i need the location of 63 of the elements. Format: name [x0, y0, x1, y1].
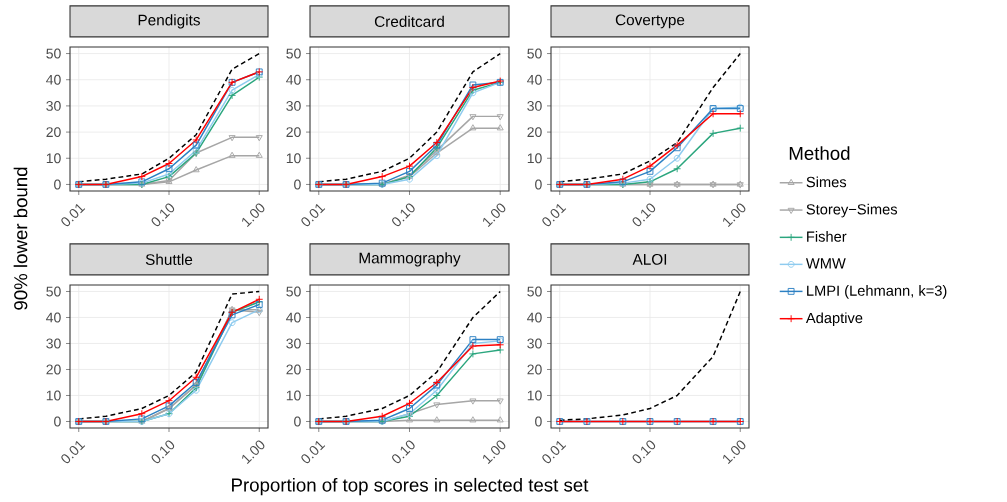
legend-label: Storey−Simes — [806, 203, 898, 218]
y-tick-label: 0 — [294, 416, 301, 427]
x-tick-label: 0.01 — [301, 203, 326, 227]
y-tick-label: 40 — [286, 312, 301, 323]
y-tick-label: 10 — [527, 390, 542, 401]
x-tick-label: 0.01 — [542, 440, 567, 464]
chart-title: Creditcard — [374, 15, 444, 27]
y-tick-label: 50 — [286, 48, 301, 59]
y-tick-label: 40 — [46, 312, 61, 323]
y-tick-label: 30 — [527, 338, 542, 349]
y-tick-label: 10 — [286, 390, 301, 401]
chart-title: ALOI — [632, 253, 667, 265]
y-tick-label: 40 — [286, 74, 301, 85]
chart-title: Covertype — [615, 14, 685, 29]
x-tick-label: 0.01 — [61, 440, 86, 464]
y-tick-label: 20 — [286, 127, 301, 138]
x-tick-label: 0.10 — [392, 440, 415, 464]
legend-label: Simes — [806, 176, 847, 188]
y-tick-label: 30 — [286, 100, 301, 111]
x-tick-label: 0.10 — [151, 440, 175, 464]
y-tick-label: 20 — [286, 364, 301, 375]
chart-title: Mammography — [359, 252, 461, 267]
y-tick-label: 10 — [46, 153, 61, 164]
y-tick-label: 0 — [294, 179, 301, 190]
x-axis-title: Proportion of top scores in selected test set — [232, 477, 589, 496]
y-tick-label: 50 — [286, 286, 301, 297]
y-tick-label: 30 — [286, 338, 301, 349]
x-tick-label: 0.01 — [542, 203, 567, 227]
y-tick-label: 20 — [46, 364, 61, 375]
x-tick-label: 0.10 — [632, 203, 656, 227]
x-tick-label: 0.10 — [151, 203, 175, 227]
y-tick-label: 10 — [46, 390, 61, 401]
y-tick-label: 30 — [527, 100, 542, 111]
y-tick-label: 0 — [54, 179, 61, 190]
y-tick-label: 50 — [46, 48, 61, 59]
y-tick-label: 10 — [527, 153, 542, 164]
x-tick-label: 0.01 — [61, 203, 86, 227]
x-tick-label: 0.10 — [392, 203, 415, 227]
legend-label: LMPI (Lehmann, k=3) — [807, 285, 947, 299]
legend-label: Fisher — [807, 231, 847, 242]
y-tick-label: 0 — [54, 416, 61, 427]
y-tick-label: 50 — [527, 48, 542, 59]
legend-title: Method — [789, 146, 850, 160]
y-tick-label: 0 — [535, 179, 542, 190]
y-tick-label: 10 — [286, 153, 301, 164]
y-axis-title: 90% lower bound — [13, 167, 28, 310]
y-tick-label: 20 — [46, 127, 61, 138]
y-tick-label: 50 — [527, 286, 542, 297]
y-tick-label: 0 — [535, 416, 542, 427]
y-tick-label: 40 — [46, 74, 61, 85]
y-tick-label: 30 — [46, 338, 61, 349]
y-tick-label: 30 — [46, 100, 61, 111]
chart-title: Shuttle — [145, 253, 193, 265]
y-tick-label: 20 — [527, 364, 542, 375]
legend-label: WMW — [805, 258, 846, 269]
y-tick-label: 40 — [527, 312, 542, 323]
legend-label: Adaptive — [805, 312, 863, 327]
x-tick-label: 0.01 — [301, 440, 326, 464]
x-tick-label: 0.10 — [632, 440, 656, 464]
chart-title: Pendigits — [138, 14, 200, 29]
y-tick-label: 40 — [527, 74, 542, 85]
y-tick-label: 20 — [527, 127, 542, 138]
y-tick-label: 50 — [46, 286, 61, 297]
